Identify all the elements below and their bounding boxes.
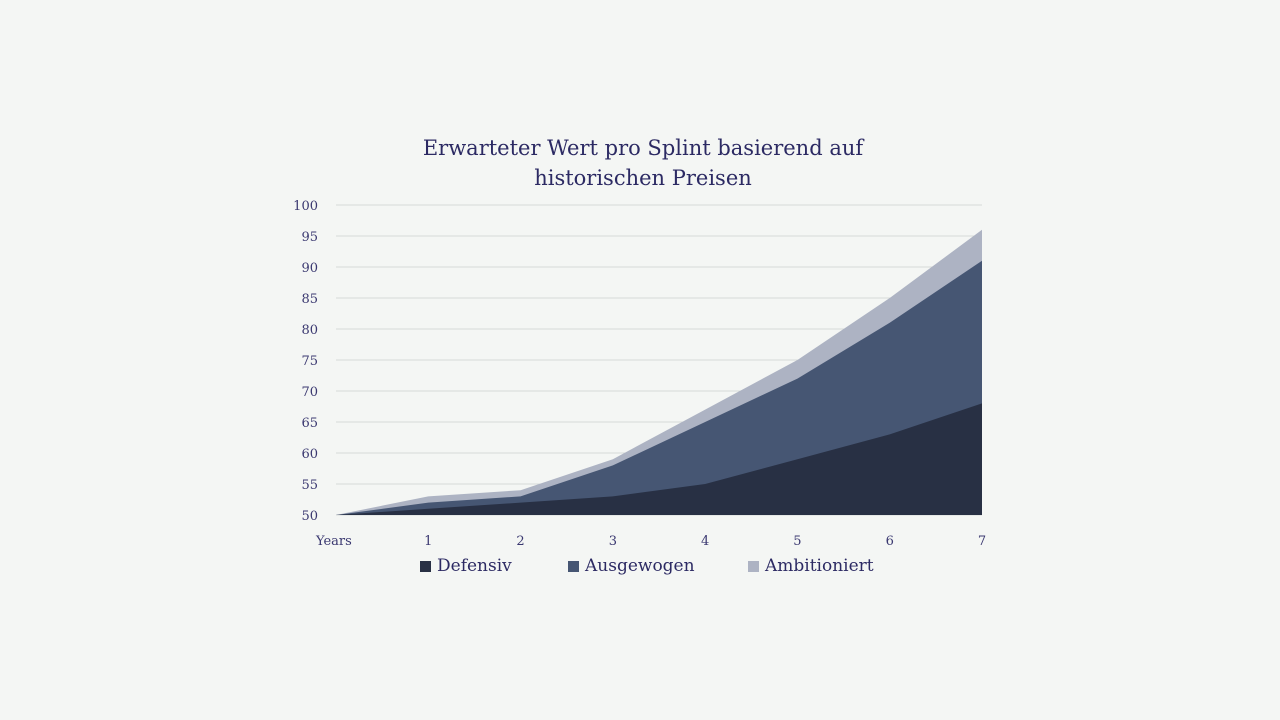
y-tick-label: 60 bbox=[301, 447, 318, 462]
y-tick-label: 70 bbox=[301, 385, 318, 400]
legend: Defensiv Ausgewogen Ambitioniert bbox=[0, 556, 1280, 582]
x-tick-label: 2 bbox=[516, 534, 524, 549]
x-tick-label: 6 bbox=[886, 534, 894, 549]
legend-item-defensiv: Defensiv bbox=[420, 556, 512, 576]
y-tick-label: 85 bbox=[301, 292, 318, 307]
area-defensiv bbox=[336, 403, 982, 515]
area-series bbox=[336, 229, 982, 516]
legend-label-defensiv: Defensiv bbox=[437, 556, 512, 576]
legend-swatch-ambitioniert bbox=[748, 560, 759, 572]
y-tick-label: 50 bbox=[301, 509, 318, 524]
legend-label-ausgewogen: Ausgewogen bbox=[585, 556, 695, 576]
y-tick-label: 65 bbox=[301, 416, 318, 431]
chart-title: Erwarteter Wert pro Splint basierend auf… bbox=[343, 133, 943, 193]
y-axis-ticks: 50 55 60 65 70 75 80 85 90 95 100 bbox=[293, 199, 318, 524]
chart-title-line-2: historischen Preisen bbox=[534, 166, 752, 190]
y-tick-label: 100 bbox=[293, 199, 318, 214]
legend-swatch-defensiv bbox=[420, 560, 431, 572]
legend-swatch-ausgewogen bbox=[568, 560, 579, 572]
area-ausgewogen bbox=[336, 260, 982, 515]
x-axis-ticks: Years 1 2 3 4 5 6 7 bbox=[315, 534, 986, 549]
y-tick-label: 90 bbox=[301, 261, 318, 276]
y-tick-label: 80 bbox=[301, 323, 318, 338]
legend-label-ambitioniert: Ambitioniert bbox=[765, 556, 874, 576]
x-tick-label: 1 bbox=[424, 534, 432, 549]
y-tick-label: 95 bbox=[301, 230, 318, 245]
x-tick-label: 3 bbox=[609, 534, 617, 549]
y-tick-label: 75 bbox=[301, 354, 318, 369]
y-tick-label: 55 bbox=[301, 478, 318, 493]
x-tick-label: 4 bbox=[701, 534, 709, 549]
x-tick-label: Years bbox=[315, 534, 352, 549]
legend-item-ausgewogen: Ausgewogen bbox=[568, 556, 695, 576]
x-tick-label: 7 bbox=[978, 534, 986, 549]
legend-item-ambitioniert: Ambitioniert bbox=[748, 556, 874, 576]
x-tick-label: 5 bbox=[793, 534, 801, 549]
chart-title-line-1: Erwarteter Wert pro Splint basierend auf bbox=[422, 136, 864, 160]
